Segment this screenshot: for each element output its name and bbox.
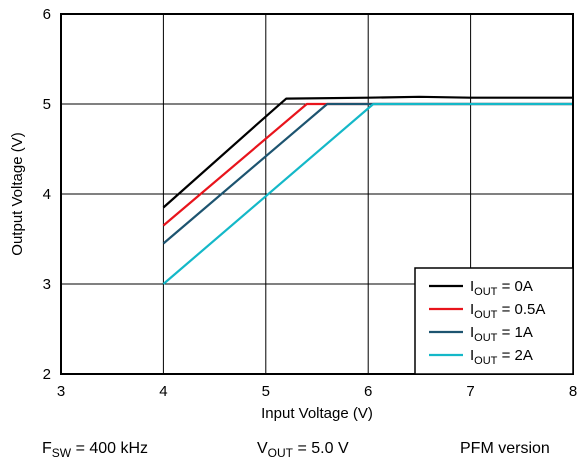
x-tick-label: 4 (159, 383, 167, 400)
legend: IOUT = 0A IOUT = 0.5A IOUT = 1A IOUT = 2A (414, 267, 574, 375)
series-line-3 (162, 102, 573, 285)
y-tick-label: 3 (43, 276, 51, 293)
legend-entry-0: IOUT = 0A (470, 278, 533, 298)
y-axis-label: Output Voltage (V) (9, 132, 26, 255)
version-label: PFM version (460, 440, 550, 457)
fsw-condition: FSW = 400 kHz (42, 440, 148, 460)
y-tick-label: 4 (43, 186, 51, 203)
y-tick-label: 6 (43, 6, 51, 23)
series-lines (162, 95, 573, 285)
footer-conditions: FSW = 400 kHz VOUT = 5.0 V PFM version (42, 440, 550, 460)
x-tick-label: 5 (262, 383, 270, 400)
series-line-0 (162, 95, 573, 209)
legend-entry-2: IOUT = 1A (470, 324, 533, 344)
legend-entry-3: IOUT = 2A (470, 347, 533, 367)
plot-frame (60, 13, 574, 375)
y-tick-label: 2 (43, 366, 51, 383)
vout-condition: VOUT = 5.0 V (257, 440, 349, 460)
x-tick-label: 7 (466, 383, 474, 400)
x-axis-label: Input Voltage (V) (261, 405, 373, 422)
x-tick-label: 6 (364, 383, 372, 400)
x-tick-label: 8 (569, 383, 577, 400)
y-tick-label: 5 (43, 96, 51, 113)
legend-entry-1: IOUT = 0.5A (470, 301, 545, 321)
x-tick-label: 3 (57, 383, 65, 400)
